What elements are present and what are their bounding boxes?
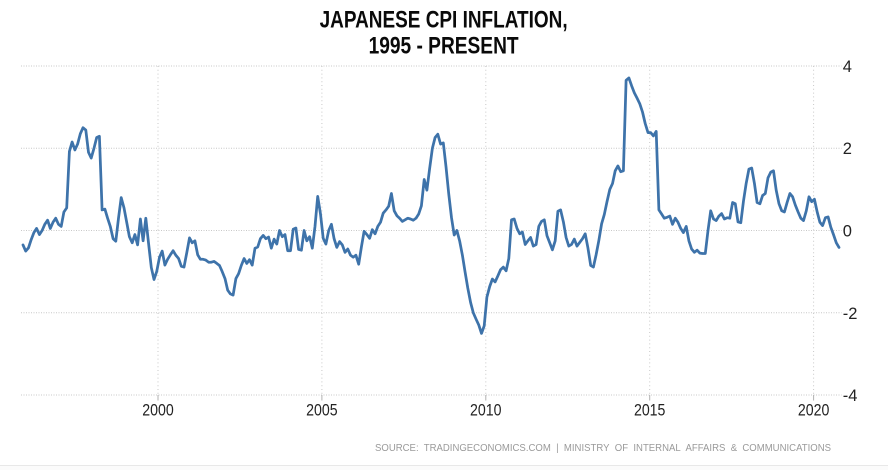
svg-text:2: 2 xyxy=(843,140,852,158)
svg-text:2000: 2000 xyxy=(142,401,174,420)
svg-text:4: 4 xyxy=(843,58,852,76)
svg-text:-4: -4 xyxy=(843,387,858,405)
svg-text:1995 - PRESENT: 1995 - PRESENT xyxy=(369,32,519,59)
svg-text:2005: 2005 xyxy=(306,401,338,420)
svg-text:2020: 2020 xyxy=(798,401,830,420)
svg-text:2015: 2015 xyxy=(634,401,666,420)
svg-text:-2: -2 xyxy=(843,305,858,323)
svg-text:2010: 2010 xyxy=(470,401,502,420)
svg-text:0: 0 xyxy=(843,223,852,241)
svg-text:SOURCE: TRADINGECONOMICS.COM: SOURCE: TRADINGECONOMICS.COM | MINISTRY … xyxy=(375,443,831,454)
svg-text:JAPANESE CPI INFLATION,: JAPANESE CPI INFLATION, xyxy=(320,6,568,33)
